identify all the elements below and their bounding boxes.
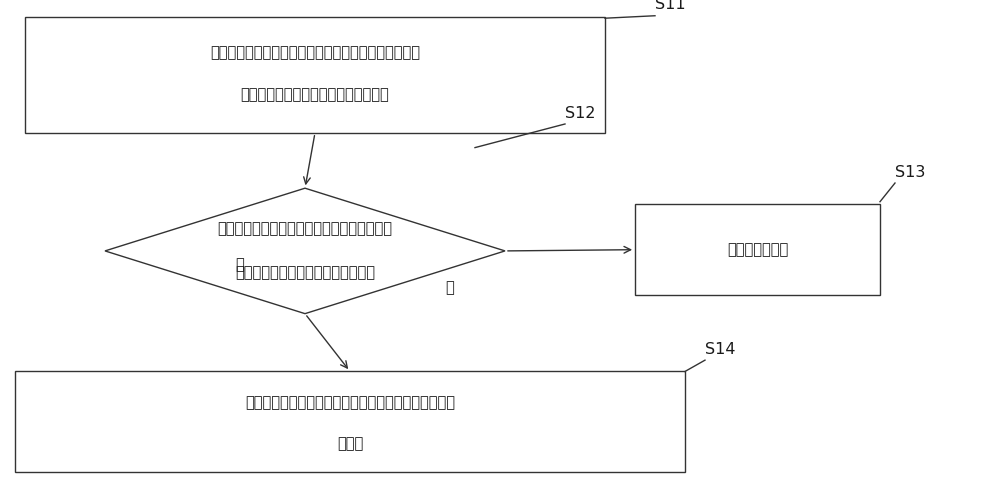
Text: 将故障磁盘剔除: 将故障磁盘剔除 <box>727 242 788 257</box>
Text: 现故障时，获取该故障磁盘的故障信息: 现故障时，获取该故障磁盘的故障信息 <box>241 87 389 102</box>
Text: S12: S12 <box>565 106 596 121</box>
Bar <box>25 17 605 133</box>
Polygon shape <box>105 188 505 314</box>
Text: S13: S13 <box>895 165 925 180</box>
Text: 是: 是 <box>446 280 454 295</box>
Bar <box>635 204 880 295</box>
Text: 继续使用故障磁盘并基于故障信息对故障磁盘的故障进: 继续使用故障磁盘并基于故障信息对故障磁盘的故障进 <box>245 395 455 410</box>
Bar <box>15 371 685 472</box>
Text: 判断磁盘阵列是否允许删除任一磁盘: 判断磁盘阵列是否允许删除任一磁盘 <box>235 266 375 280</box>
Text: 获取磁盘阵列的当前状态，并基于该当前状态: 获取磁盘阵列的当前状态，并基于该当前状态 <box>218 221 392 236</box>
Text: 行修复: 行修复 <box>337 436 363 452</box>
Text: 实时监控磁盘阵列中的每个磁盘，当监控到任一磁盘出: 实时监控磁盘阵列中的每个磁盘，当监控到任一磁盘出 <box>210 45 420 61</box>
Text: 否: 否 <box>236 257 244 272</box>
Text: S11: S11 <box>655 0 686 12</box>
Text: S14: S14 <box>705 342 736 357</box>
